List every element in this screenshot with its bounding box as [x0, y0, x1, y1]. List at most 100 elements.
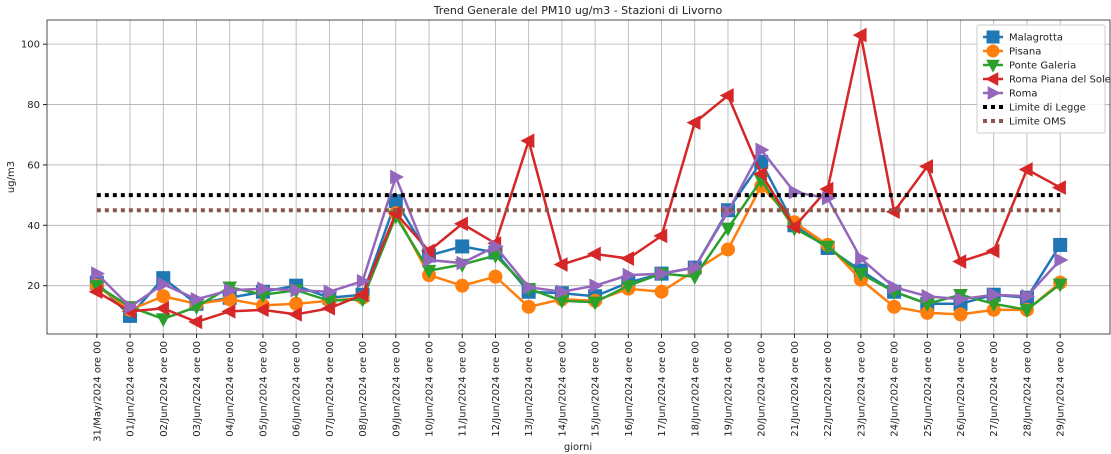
marker — [921, 288, 936, 304]
marker — [686, 115, 701, 130]
legend-box — [976, 24, 1106, 134]
marker — [820, 240, 835, 255]
marker — [853, 267, 869, 282]
legend-label: Ponte Galeria — [1009, 61, 1076, 72]
marker — [520, 133, 535, 149]
marker — [689, 260, 703, 275]
marker — [589, 278, 604, 294]
marker — [655, 266, 670, 281]
y-tick-label: 80 — [27, 100, 40, 111]
y-tick-label: 100 — [21, 40, 40, 51]
marker — [224, 282, 238, 298]
marker — [420, 243, 435, 259]
x-tick-label: 16/Jun/2024 ore 00 — [624, 341, 635, 437]
marker — [987, 86, 1001, 100]
marker — [155, 301, 169, 316]
marker — [952, 254, 967, 269]
marker — [622, 267, 637, 283]
x-tick-label: 17/Jun/2024 ore 00 — [657, 341, 668, 437]
series-line — [96, 34, 1061, 324]
marker — [1053, 237, 1068, 252]
marker — [719, 88, 734, 103]
marker — [156, 289, 171, 304]
marker — [421, 264, 437, 279]
marker — [654, 284, 669, 299]
x-tick-label: 26/Jun/2024 ore 00 — [956, 341, 967, 437]
marker — [985, 72, 999, 86]
marker — [855, 251, 870, 266]
marker — [587, 296, 603, 311]
legend-label: Malagrotta — [1009, 33, 1063, 44]
marker — [188, 314, 203, 330]
marker — [455, 239, 470, 254]
marker — [1051, 180, 1066, 195]
marker — [553, 257, 568, 272]
marker — [954, 291, 969, 307]
marker — [489, 239, 504, 254]
marker — [257, 281, 272, 297]
legend-label: Roma Piana del Sole — [1009, 75, 1111, 86]
x-tick-label: 29/Jun/2024 ore 00 — [1056, 341, 1067, 437]
x-tick-label: 25/Jun/2024 ore 00 — [923, 341, 934, 437]
x-tick-label: 07/Jun/2024 ore 00 — [325, 341, 336, 437]
marker — [720, 242, 735, 257]
x-tick-label: 22/Jun/2024 ore 00 — [823, 341, 834, 437]
x-axis-label: giorni — [564, 442, 592, 453]
series — [89, 154, 1068, 323]
x-tick-label: 06/Jun/2024 ore 00 — [292, 341, 303, 437]
legend-label: Limite di Legge — [1009, 103, 1086, 114]
marker — [190, 291, 205, 307]
marker — [1021, 288, 1036, 304]
series — [89, 179, 1068, 322]
legend-label: Roma — [1009, 89, 1038, 100]
x-tick-label: 02/Jun/2024 ore 00 — [159, 341, 170, 437]
x-tick-label: 14/Jun/2024 ore 00 — [557, 341, 568, 437]
series-line — [96, 177, 1061, 321]
marker — [985, 243, 1000, 259]
marker — [390, 169, 405, 185]
marker — [454, 216, 468, 232]
marker — [522, 279, 537, 295]
marker — [919, 159, 933, 174]
marker — [1054, 252, 1069, 268]
marker — [986, 44, 1000, 58]
marker — [887, 299, 902, 314]
x-tick-label: 09/Jun/2024 ore 00 — [391, 341, 402, 437]
marker — [456, 255, 471, 271]
plot-frame — [46, 19, 1111, 335]
series — [89, 174, 1068, 328]
marker — [88, 284, 103, 300]
x-tick-label: 05/Jun/2024 ore 00 — [258, 341, 269, 437]
marker — [356, 273, 371, 289]
x-tick-label: 18/Jun/2024 ore 00 — [690, 341, 701, 437]
x-tick-label: 03/Jun/2024 ore 00 — [192, 341, 203, 437]
legend-label: Limite OMS — [1009, 117, 1066, 128]
legend-label: Pisana — [1009, 47, 1041, 58]
x-tick-label: 10/Jun/2024 ore 00 — [425, 341, 436, 437]
x-tick-label: 13/Jun/2024 ore 00 — [524, 341, 535, 437]
marker — [287, 307, 302, 322]
series — [88, 27, 1066, 330]
marker — [752, 166, 767, 182]
marker — [888, 279, 903, 295]
marker — [1052, 278, 1068, 293]
marker — [455, 278, 470, 293]
x-tick-label: 08/Jun/2024 ore 00 — [358, 341, 369, 437]
marker — [986, 30, 1000, 44]
y-tick-label: 20 — [27, 281, 40, 292]
y-tick-label: 60 — [27, 160, 40, 171]
marker — [556, 284, 571, 300]
marker — [423, 252, 438, 268]
marker — [755, 142, 770, 158]
marker — [91, 266, 106, 281]
x-tick-label: 27/Jun/2024 ore 00 — [989, 341, 1000, 437]
x-tick-label: 19/Jun/2024 ore 00 — [723, 341, 734, 437]
marker — [323, 284, 338, 300]
x-tick-label: 12/Jun/2024 ore 00 — [491, 341, 502, 437]
marker — [157, 276, 172, 292]
marker — [1019, 304, 1035, 319]
x-tick-label: 31/May/2024 ore 00 — [92, 341, 103, 442]
marker — [290, 282, 305, 298]
marker — [786, 219, 801, 235]
